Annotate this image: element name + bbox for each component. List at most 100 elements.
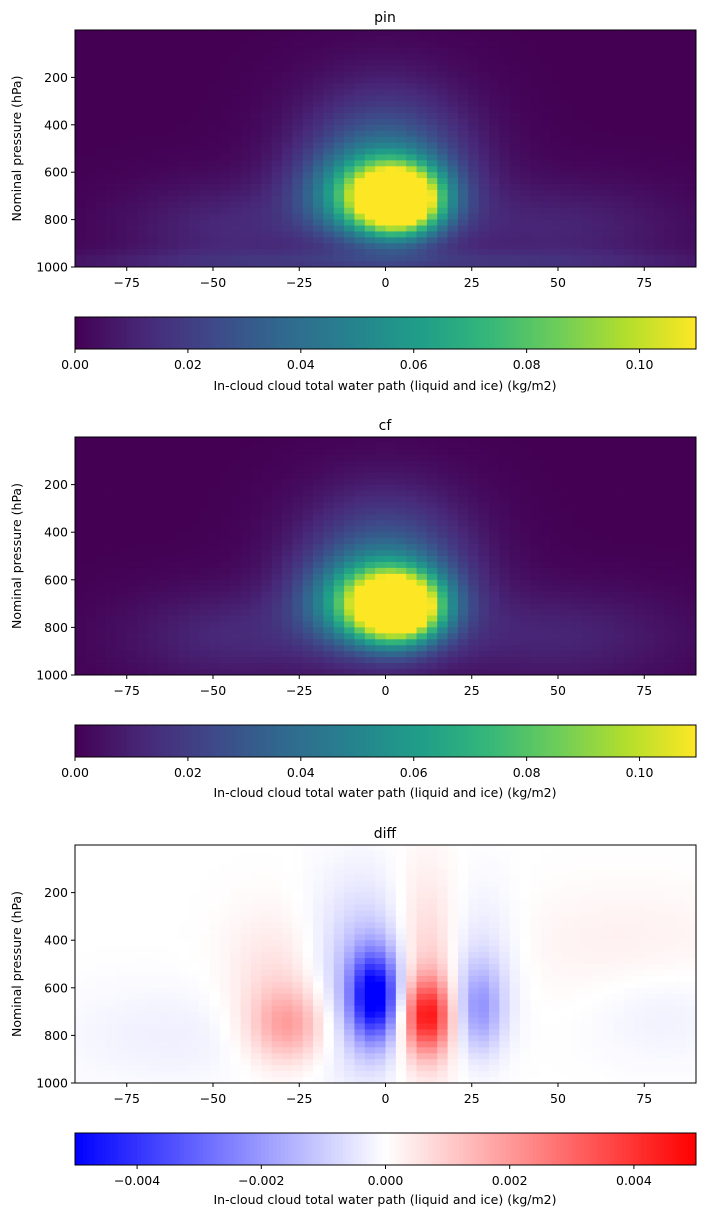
heatmap-cell bbox=[530, 118, 542, 126]
heatmap-cell bbox=[613, 573, 624, 581]
heatmap-cell bbox=[551, 615, 562, 622]
heatmap-cell bbox=[178, 41, 190, 49]
heatmap-cell bbox=[457, 243, 469, 250]
heatmap-cell bbox=[178, 53, 190, 61]
heatmap-cell bbox=[147, 201, 159, 209]
heatmap-cell bbox=[240, 567, 252, 575]
heatmap-cell bbox=[468, 89, 480, 96]
heatmap-cell bbox=[582, 597, 593, 604]
heatmap-cell bbox=[602, 651, 614, 658]
heatmap-cell bbox=[106, 609, 117, 616]
heatmap-cell bbox=[199, 514, 210, 521]
heatmap-cell bbox=[282, 520, 293, 527]
heatmap-cell bbox=[168, 520, 179, 527]
heatmap-cell bbox=[520, 154, 531, 161]
heatmap-cell bbox=[395, 53, 407, 61]
heatmap-cell bbox=[157, 454, 169, 462]
heatmap-cell bbox=[509, 561, 521, 569]
heatmap-cell bbox=[530, 496, 542, 503]
heatmap-cell bbox=[602, 189, 614, 197]
heatmap-cell bbox=[406, 148, 417, 155]
heatmap-cell bbox=[106, 189, 117, 197]
colorbar-swatch bbox=[117, 317, 122, 349]
heatmap-cell bbox=[354, 89, 366, 96]
heatmap-cell bbox=[644, 520, 655, 527]
heatmap-cell bbox=[302, 603, 314, 610]
heatmap-cell bbox=[85, 609, 97, 616]
heatmap-cell bbox=[271, 172, 283, 179]
heatmap-cell bbox=[75, 544, 86, 551]
heatmap-cell bbox=[75, 597, 86, 604]
heatmap-cell bbox=[137, 556, 148, 563]
heatmap-cell bbox=[85, 160, 97, 167]
heatmap-cell bbox=[530, 442, 542, 450]
heatmap-cell bbox=[437, 478, 448, 485]
heatmap-cell bbox=[561, 466, 573, 474]
heatmap-cell bbox=[292, 645, 304, 652]
colorbar-swatch bbox=[505, 317, 511, 349]
heatmap-cell bbox=[240, 603, 252, 610]
heatmap-cell bbox=[261, 142, 273, 149]
heatmap-cell bbox=[385, 627, 397, 634]
heatmap-cell bbox=[530, 645, 542, 652]
heatmap-cell bbox=[664, 124, 676, 132]
heatmap-cell bbox=[333, 532, 345, 539]
heatmap-cell bbox=[489, 514, 500, 521]
heatmap-cell bbox=[116, 53, 128, 61]
heatmap-cell bbox=[375, 603, 386, 610]
heatmap-cell bbox=[209, 514, 221, 521]
heatmap-cell bbox=[75, 633, 86, 640]
heatmap-cell bbox=[406, 651, 417, 658]
heatmap-cell bbox=[447, 466, 459, 474]
heatmap-cell bbox=[157, 77, 169, 84]
heatmap-cell bbox=[199, 526, 210, 533]
heatmap-cell bbox=[323, 621, 335, 628]
heatmap-cell bbox=[375, 508, 386, 515]
heatmap-cell bbox=[499, 639, 511, 646]
heatmap-cell bbox=[282, 47, 293, 55]
heatmap-cell bbox=[126, 579, 138, 587]
heatmap-cell bbox=[137, 544, 148, 551]
heatmap-cell bbox=[644, 591, 655, 599]
heatmap-cell bbox=[530, 89, 542, 96]
heatmap-cell bbox=[385, 496, 397, 503]
x-tick-label: 0 bbox=[382, 275, 390, 290]
heatmap-cell bbox=[85, 508, 97, 515]
heatmap-cell bbox=[302, 484, 314, 491]
heatmap-cell bbox=[95, 603, 107, 610]
heatmap-cell bbox=[313, 130, 324, 138]
heatmap-cell bbox=[633, 249, 645, 256]
heatmap-cell bbox=[582, 460, 593, 468]
heatmap-cell bbox=[447, 442, 459, 450]
heatmap-cell bbox=[437, 448, 448, 456]
heatmap-cell bbox=[416, 603, 428, 610]
heatmap-cell bbox=[406, 178, 417, 185]
heatmap-cell bbox=[551, 71, 562, 78]
heatmap-cell bbox=[644, 219, 655, 226]
heatmap-cell bbox=[509, 663, 521, 670]
heatmap-cell bbox=[230, 544, 241, 551]
heatmap-cell bbox=[95, 478, 107, 485]
heatmap-cell bbox=[116, 189, 128, 197]
heatmap-cell bbox=[685, 645, 697, 652]
heatmap-cell bbox=[468, 591, 480, 599]
heatmap-cell bbox=[561, 538, 573, 545]
heatmap-cell bbox=[85, 615, 97, 622]
heatmap-cell bbox=[499, 107, 511, 114]
heatmap-cell bbox=[385, 609, 397, 616]
heatmap-cell bbox=[478, 633, 490, 640]
heatmap-cell bbox=[75, 484, 86, 491]
heatmap-cell bbox=[571, 136, 583, 143]
heatmap-cell bbox=[333, 454, 345, 462]
heatmap-cell bbox=[499, 41, 511, 49]
colorbar-swatch bbox=[191, 317, 196, 349]
heatmap-cell bbox=[178, 585, 190, 593]
heatmap-cell bbox=[168, 561, 179, 569]
heatmap-cell bbox=[219, 526, 231, 533]
heatmap-cell bbox=[250, 41, 262, 49]
heatmap-cell bbox=[675, 255, 687, 262]
heatmap-cell bbox=[261, 255, 273, 262]
heatmap-cell bbox=[633, 526, 645, 533]
heatmap-cell bbox=[571, 231, 583, 238]
colorbar-swatch bbox=[342, 317, 348, 349]
